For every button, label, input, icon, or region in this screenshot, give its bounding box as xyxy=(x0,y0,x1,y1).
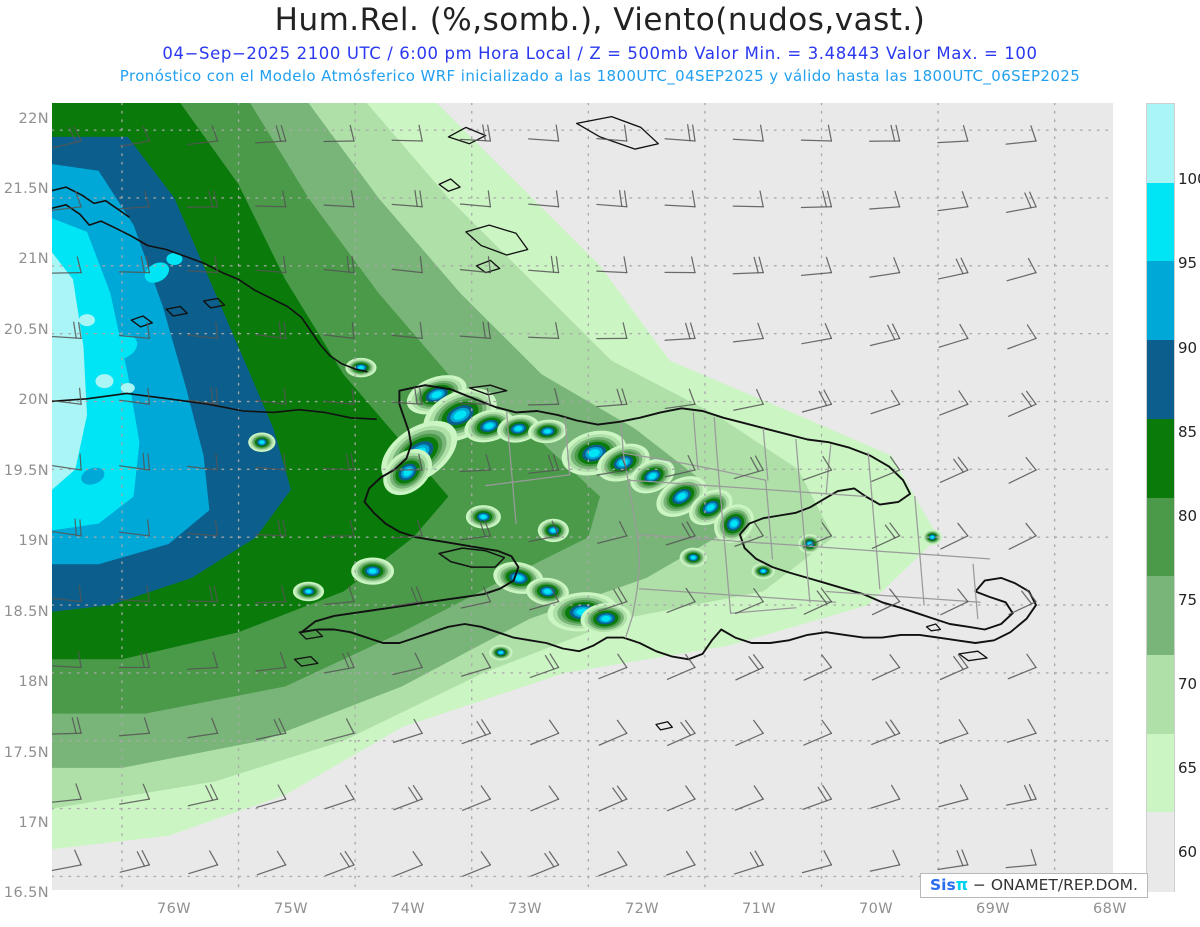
cbar-tick-80: 80 xyxy=(1178,507,1198,525)
map-plot-area xyxy=(52,103,1113,890)
colorbar-band-60-65 xyxy=(1147,733,1174,813)
y-tick-8: 18N xyxy=(18,674,49,690)
colorbar-band-90-95 xyxy=(1147,261,1174,341)
y-tick-7: 18.5N xyxy=(3,604,49,620)
colorbar-band-100 xyxy=(1147,104,1174,184)
colorbar-band-75-80 xyxy=(1147,497,1174,577)
cbar-tick-75: 75 xyxy=(1178,591,1198,609)
y-tick-5: 19.5N xyxy=(3,463,49,479)
y-tick-6: 19N xyxy=(18,533,49,549)
wind-barbs xyxy=(52,124,1037,877)
colorbar-labels: 100 95 90 85 80 75 70 65 60 xyxy=(1178,103,1200,890)
cbar-tick-100: 100 xyxy=(1178,170,1200,188)
page-title: Hum.Rel. (%,somb.), Viento(nudos,vast.) xyxy=(274,2,926,38)
y-tick-10: 17N xyxy=(18,815,49,831)
y-tick-1: 21.5N xyxy=(3,181,49,197)
humidity-shading xyxy=(52,103,943,850)
colorbar xyxy=(1146,103,1175,892)
y-tick-2: 21N xyxy=(18,251,49,267)
subtitle-model-info: Pronóstico con el Modelo Atmósferico WRF… xyxy=(119,67,1081,85)
colorbar-band-60 xyxy=(1147,812,1174,892)
x-tick-2: 74W xyxy=(391,901,425,917)
badge-agency-text: − ONAMET/REP.DOM. xyxy=(972,876,1138,894)
cbar-tick-85: 85 xyxy=(1178,423,1198,441)
cbar-tick-60: 60 xyxy=(1178,843,1198,861)
colorbar-band-85-90 xyxy=(1147,340,1174,420)
relative-humidity-map xyxy=(52,103,1113,890)
colorbar-band-70-75 xyxy=(1147,576,1174,656)
cbar-tick-90: 90 xyxy=(1178,339,1198,357)
cbar-tick-95: 95 xyxy=(1178,254,1198,272)
subtitle-valid-time: 04−Sep−2025 2100 UTC / 6:00 pm Hora Loca… xyxy=(162,44,1038,63)
y-tick-3: 20.5N xyxy=(3,322,49,338)
x-tick-3: 73W xyxy=(508,901,542,917)
colorbar-band-80-85 xyxy=(1147,418,1174,499)
cbar-tick-70: 70 xyxy=(1178,675,1198,693)
x-tick-1: 75W xyxy=(274,901,308,917)
y-tick-4: 20N xyxy=(18,392,49,408)
colorbar-band-65-70 xyxy=(1147,654,1174,735)
y-axis-labels: 22N 21.5N 21N 20.5N 20N 19.5N 19N 18.5N … xyxy=(0,103,52,901)
cbar-tick-65: 65 xyxy=(1178,759,1198,777)
x-tick-8: 68W xyxy=(1093,901,1127,917)
x-axis-labels: 76W 75W 74W 73W 72W 71W 70W 69W 68W xyxy=(52,893,1127,925)
coastlines xyxy=(52,115,1037,731)
x-tick-0: 76W xyxy=(157,901,191,917)
x-tick-7: 69W xyxy=(976,901,1010,917)
y-tick-11: 16.5N xyxy=(3,885,49,901)
badge-pi-icon: π xyxy=(955,876,968,894)
y-tick-0: 22N xyxy=(18,111,49,127)
x-tick-5: 71W xyxy=(742,901,776,917)
y-tick-9: 17.5N xyxy=(3,745,49,761)
attribution-badge: Sisπ − ONAMET/REP.DOM. xyxy=(920,873,1148,898)
x-tick-6: 70W xyxy=(859,901,893,917)
colorbar-band-95-100 xyxy=(1147,182,1174,262)
x-tick-4: 72W xyxy=(625,901,659,917)
badge-sis-text: Sis xyxy=(930,876,956,894)
